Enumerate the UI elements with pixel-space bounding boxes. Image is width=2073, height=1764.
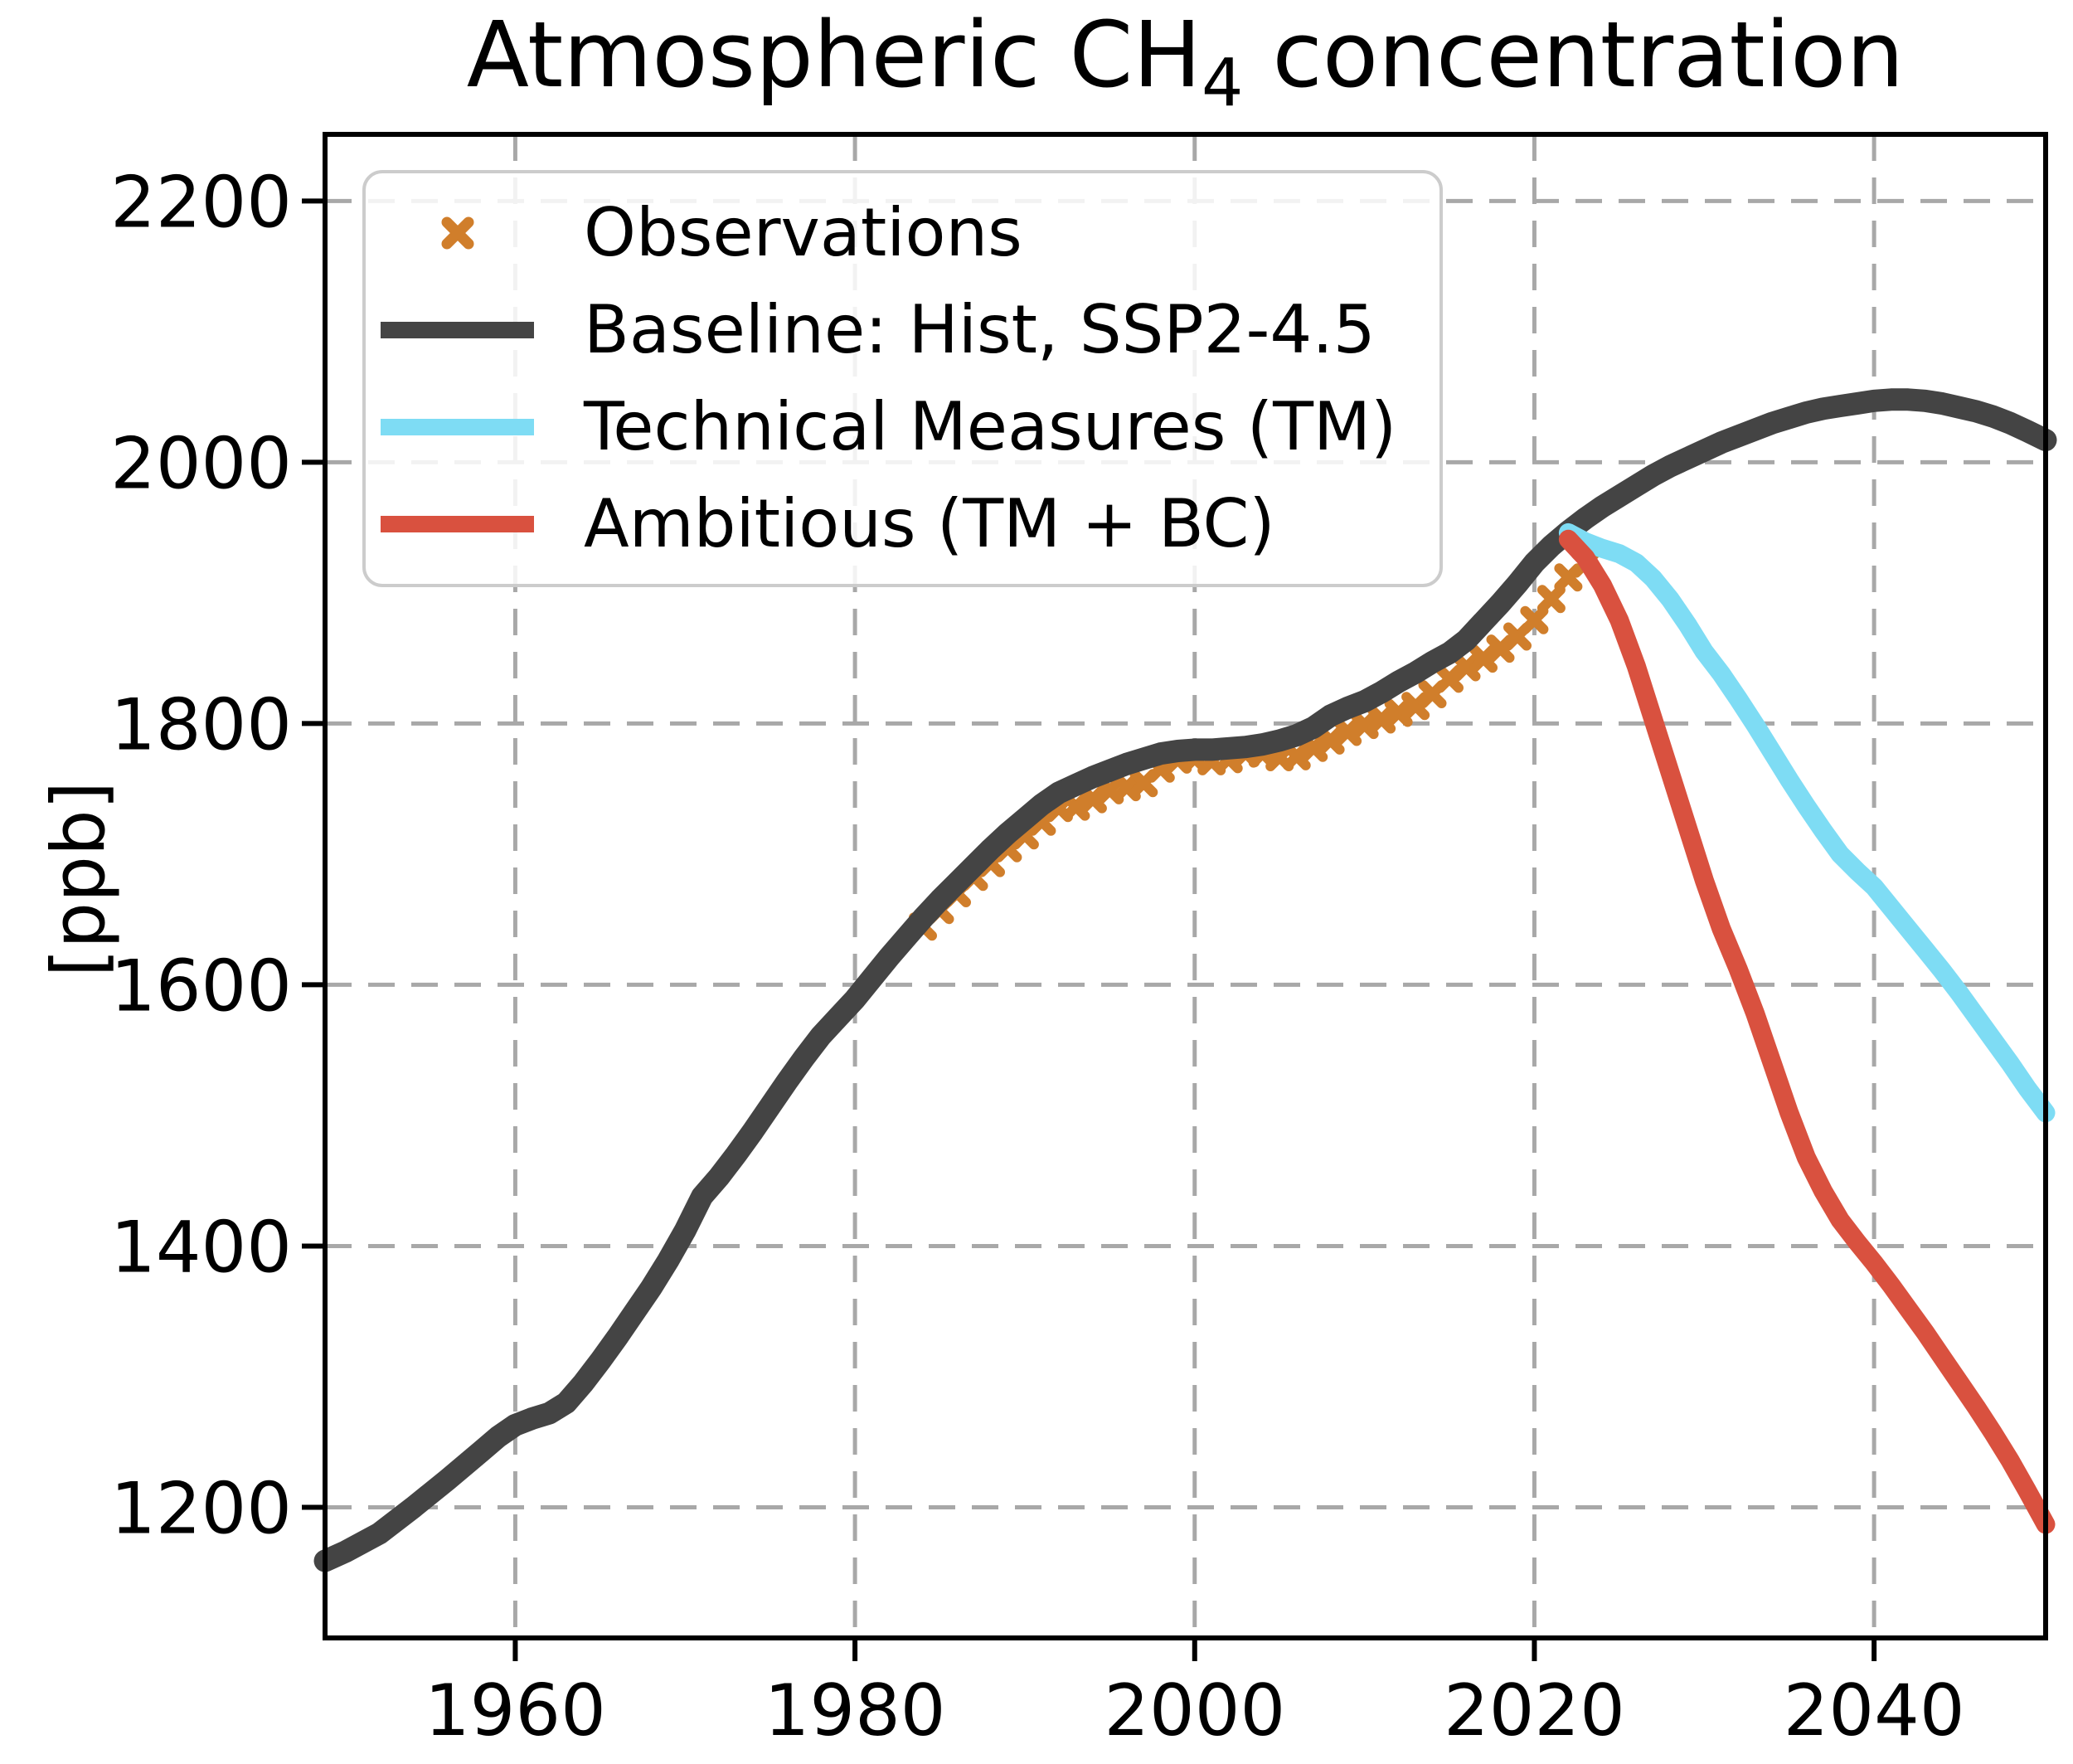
observation-x-marker [1520, 605, 1549, 634]
x-tick-label: 1980 [765, 1669, 946, 1752]
y-tick-label: 1800 [110, 683, 292, 766]
axes: 1960 1980 2000 2020 2040 1200 1400 1600 1800 2000… [110, 132, 2048, 1752]
x-tick-label: 2000 [1104, 1669, 1285, 1752]
legend-label: Baseline: Hist, SSP2-4.5 [584, 291, 1376, 369]
series-line-3 [1558, 529, 2056, 1534]
ambitious-line-swatch [381, 515, 534, 532]
legend-item-baseline: Baseline: Hist, SSP2-4.5 [381, 284, 1431, 376]
observation-x-marker [1537, 585, 1566, 614]
observation-x-marker [1452, 653, 1481, 682]
y-tick-label: 2200 [110, 161, 292, 244]
legend-item-ambitious: Ambitious (TM + BC) [381, 479, 1431, 570]
legend-item-technical-measures: Technical Measures (TM) [381, 381, 1431, 473]
technical-measures-line-swatch [381, 418, 534, 435]
legend-item-observations: Observations [381, 187, 1431, 279]
x-tick-label: 1960 [425, 1669, 606, 1752]
observations-x-marker-icon [381, 208, 534, 258]
chart-title-prefix: Atmospheric CH [466, 2, 1202, 108]
y-tick-label: 1200 [110, 1467, 292, 1550]
chart-title-subscript: 4 [1201, 44, 1244, 121]
observation-x-marker [1469, 644, 1498, 673]
chart-title: Atmospheric CH4 concentration [325, 2, 2046, 115]
x-tick-label: 2020 [1444, 1669, 1625, 1752]
y-tick-label: 1400 [110, 1206, 292, 1289]
chart-title-suffix: concentration [1243, 2, 1905, 108]
legend-label: Technical Measures (TM) [584, 387, 1397, 465]
plot-border [323, 132, 2048, 1640]
y-axis-label: [ppb] [36, 781, 121, 977]
observation-x-marker [1078, 785, 1107, 814]
legend-label: Ambitious (TM + BC) [584, 484, 1275, 562]
series-line-2 [1558, 522, 2056, 1123]
y-tick-label: 2000 [110, 422, 292, 505]
baseline-line-swatch [381, 322, 534, 339]
series-line-1 [313, 388, 2057, 1572]
y-tick-label: 1600 [110, 945, 292, 1028]
observation-x-marker [1316, 726, 1345, 755]
observation-x-marker [1282, 741, 1311, 770]
data-series [313, 388, 2057, 1572]
x-tick-label: 2040 [1784, 1669, 1965, 1752]
legend-label: Observations [584, 194, 1022, 272]
legend: Observations Baseline: Hist, SSP2-4.5 Te… [362, 170, 1443, 587]
